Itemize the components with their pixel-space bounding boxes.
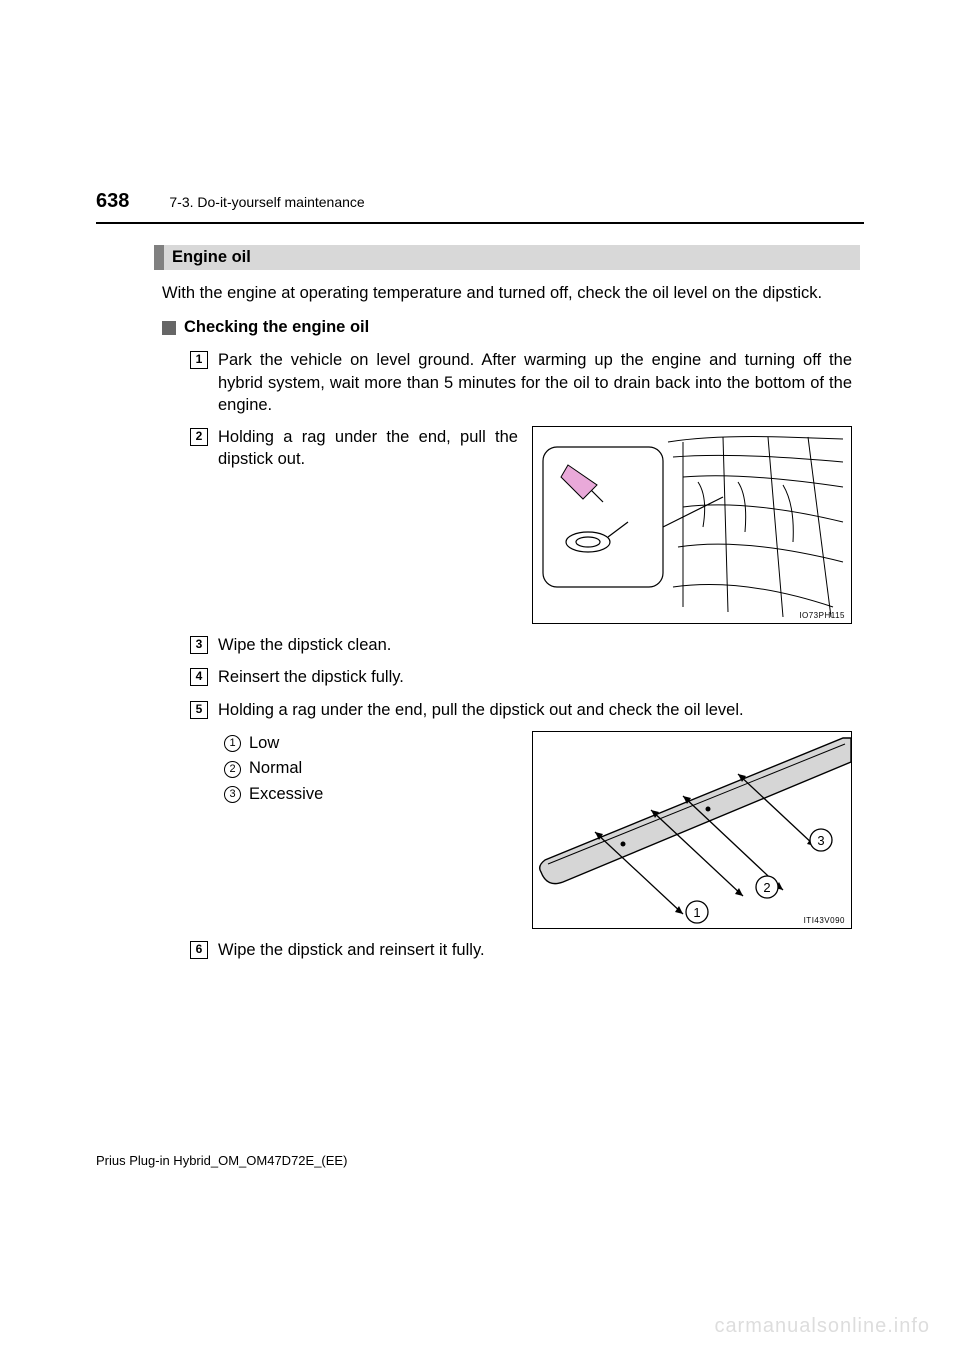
- legend-row-low: 1 Low: [224, 731, 510, 757]
- step-number-box: 6: [190, 941, 208, 959]
- step-1-text: Park the vehicle on level ground. After …: [218, 349, 852, 416]
- content-area: Engine oil With the engine at operating …: [154, 245, 860, 971]
- step-1: 1 Park the vehicle on level ground. Afte…: [190, 349, 852, 416]
- page: 638 7-3. Do-it-yourself maintenance Engi…: [0, 0, 960, 1358]
- step-2-with-figure: 2 Holding a rag under the end, pull the …: [190, 426, 852, 624]
- legend-label-low: Low: [249, 731, 279, 757]
- subheading-row: Checking the engine oil: [162, 318, 852, 337]
- step-4: 4 Reinsert the dipstick fully.: [190, 666, 852, 688]
- watermark: carmanualsonline.info: [714, 1315, 930, 1338]
- step-6-text: Wipe the dipstick and reinsert it fully.: [218, 939, 852, 961]
- step-number-box: 2: [190, 428, 208, 446]
- oil-level-legend: 1 Low 2 Normal 3 Excessive: [224, 731, 510, 808]
- callout-2-text: 2: [763, 880, 770, 895]
- figure-engine-bay: IO73PH115: [532, 426, 852, 624]
- legend-number-3: 3: [224, 786, 241, 803]
- callout-3-text: 3: [817, 833, 824, 848]
- legend-with-figure: 1 Low 2 Normal 3 Excessive: [190, 731, 852, 929]
- callout-1-text: 1: [693, 905, 700, 920]
- step-number-box: 1: [190, 351, 208, 369]
- footer-text: Prius Plug-in Hybrid_OM_OM47D72E_(EE): [96, 1153, 347, 1168]
- figure-2-label: ITI43V090: [804, 916, 845, 925]
- figure-dipstick: 1 2 3 ITI43V090: [532, 731, 852, 929]
- intro-text: With the engine at operating temperature…: [162, 282, 852, 304]
- step-number-box: 3: [190, 636, 208, 654]
- legend-number-2: 2: [224, 761, 241, 778]
- step-5-text: Holding a rag under the end, pull the di…: [218, 699, 852, 721]
- engine-bay-illustration: [533, 427, 851, 623]
- legend-number-1: 1: [224, 735, 241, 752]
- page-header: 638 7-3. Do-it-yourself maintenance: [96, 190, 864, 213]
- page-number: 638: [96, 190, 129, 213]
- header-section-text: 7-3. Do-it-yourself maintenance: [169, 194, 364, 210]
- legend-row-excessive: 3 Excessive: [224, 782, 510, 808]
- step-number-box: 5: [190, 701, 208, 719]
- legend-label-normal: Normal: [249, 756, 302, 782]
- section-heading: Engine oil: [154, 245, 860, 270]
- legend-row-normal: 2 Normal: [224, 756, 510, 782]
- step-number-box: 4: [190, 668, 208, 686]
- square-bullet-icon: [162, 321, 176, 335]
- subheading-text: Checking the engine oil: [184, 318, 369, 337]
- step-2-text: Holding a rag under the end, pull the di…: [218, 426, 518, 471]
- step-3: 3 Wipe the dipstick clean.: [190, 634, 852, 656]
- dipstick-illustration: 1 2 3: [533, 732, 851, 928]
- header-rule: [96, 222, 864, 224]
- step-6: 6 Wipe the dipstick and reinsert it full…: [190, 939, 852, 961]
- step-4-text: Reinsert the dipstick fully.: [218, 666, 852, 688]
- step-3-text: Wipe the dipstick clean.: [218, 634, 852, 656]
- step-5: 5 Holding a rag under the end, pull the …: [190, 699, 852, 721]
- legend-label-excessive: Excessive: [249, 782, 323, 808]
- figure-1-label: IO73PH115: [799, 611, 845, 620]
